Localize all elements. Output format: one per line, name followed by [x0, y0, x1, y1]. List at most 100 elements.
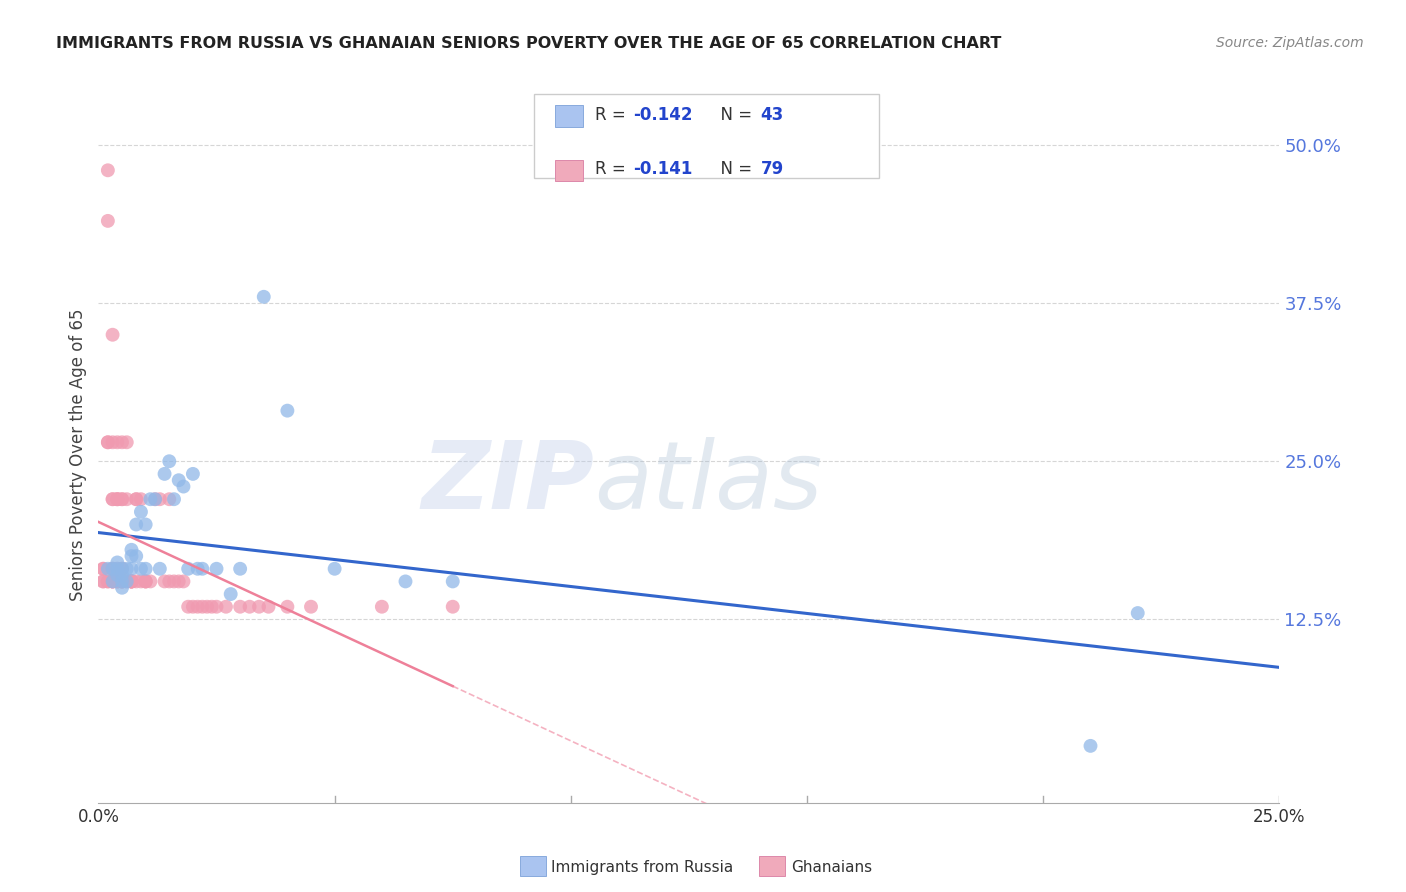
- Point: [149, 562, 172, 576]
- Y-axis label: Seniors Poverty Over the Age of 65: Seniors Poverty Over the Age of 65: [69, 309, 87, 601]
- Point: [139, 492, 162, 507]
- Point: [191, 599, 214, 614]
- Point: [125, 574, 148, 589]
- Point: [201, 599, 224, 614]
- Point: [125, 492, 148, 507]
- Point: [101, 492, 124, 507]
- Point: [191, 562, 214, 576]
- Point: [121, 549, 143, 563]
- Point: [115, 562, 138, 576]
- Point: [139, 574, 162, 589]
- Point: [167, 473, 190, 487]
- Point: [105, 574, 128, 589]
- Point: [247, 599, 270, 614]
- Point: [135, 517, 157, 532]
- Point: [153, 467, 176, 481]
- Point: [101, 562, 124, 576]
- Point: [129, 492, 152, 507]
- Point: [91, 562, 114, 576]
- Point: [101, 574, 124, 589]
- Point: [215, 599, 238, 614]
- Point: [105, 435, 128, 450]
- Point: [111, 562, 134, 576]
- Point: [177, 562, 200, 576]
- Point: [276, 403, 298, 417]
- Text: Ghanaians: Ghanaians: [792, 860, 873, 874]
- Point: [111, 574, 134, 589]
- Point: [129, 505, 152, 519]
- Point: [299, 599, 322, 614]
- Point: [111, 562, 134, 576]
- Point: [149, 492, 172, 507]
- Text: -0.142: -0.142: [633, 106, 692, 124]
- Point: [91, 574, 114, 589]
- Point: [111, 574, 134, 589]
- Text: -0.141: -0.141: [633, 161, 692, 178]
- Point: [111, 574, 134, 589]
- Point: [97, 214, 120, 228]
- Point: [135, 574, 157, 589]
- Point: [115, 574, 138, 589]
- Point: [101, 562, 124, 576]
- Point: [115, 492, 138, 507]
- Point: [121, 542, 143, 557]
- Point: [125, 549, 148, 563]
- Point: [239, 599, 262, 614]
- Text: atlas: atlas: [595, 437, 823, 528]
- Point: [229, 599, 252, 614]
- Point: [394, 574, 416, 589]
- Point: [157, 492, 180, 507]
- Point: [105, 562, 128, 576]
- Point: [105, 574, 128, 589]
- Point: [195, 599, 218, 614]
- Point: [143, 492, 166, 507]
- Point: [153, 574, 176, 589]
- Point: [97, 562, 120, 576]
- Point: [91, 574, 114, 589]
- Point: [441, 599, 464, 614]
- Point: [101, 574, 124, 589]
- Point: [97, 574, 120, 589]
- Text: N =: N =: [710, 106, 758, 124]
- Point: [101, 435, 124, 450]
- Point: [111, 581, 134, 595]
- Point: [101, 574, 124, 589]
- Point: [205, 562, 228, 576]
- Point: [441, 574, 464, 589]
- Point: [157, 574, 180, 589]
- Point: [229, 562, 252, 576]
- Text: 79: 79: [761, 161, 785, 178]
- Point: [181, 599, 204, 614]
- Point: [143, 492, 166, 507]
- Point: [135, 574, 157, 589]
- Point: [187, 599, 209, 614]
- Point: [121, 574, 143, 589]
- Point: [111, 562, 134, 576]
- Point: [181, 467, 204, 481]
- Point: [276, 599, 298, 614]
- Point: [101, 492, 124, 507]
- Point: [105, 492, 128, 507]
- Point: [97, 435, 120, 450]
- Point: [115, 574, 138, 589]
- Point: [121, 574, 143, 589]
- Point: [172, 574, 194, 589]
- Point: [177, 599, 200, 614]
- Point: [111, 568, 134, 582]
- Point: [253, 290, 276, 304]
- Point: [129, 574, 152, 589]
- Point: [135, 574, 157, 589]
- Point: [121, 574, 143, 589]
- Point: [97, 574, 120, 589]
- Text: Source: ZipAtlas.com: Source: ZipAtlas.com: [1216, 36, 1364, 50]
- Point: [105, 562, 128, 576]
- Point: [371, 599, 394, 614]
- Point: [105, 556, 128, 570]
- Point: [91, 562, 114, 576]
- Point: [105, 574, 128, 589]
- Point: [135, 562, 157, 576]
- Point: [121, 574, 143, 589]
- Point: [111, 435, 134, 450]
- Point: [205, 599, 228, 614]
- Point: [219, 587, 242, 601]
